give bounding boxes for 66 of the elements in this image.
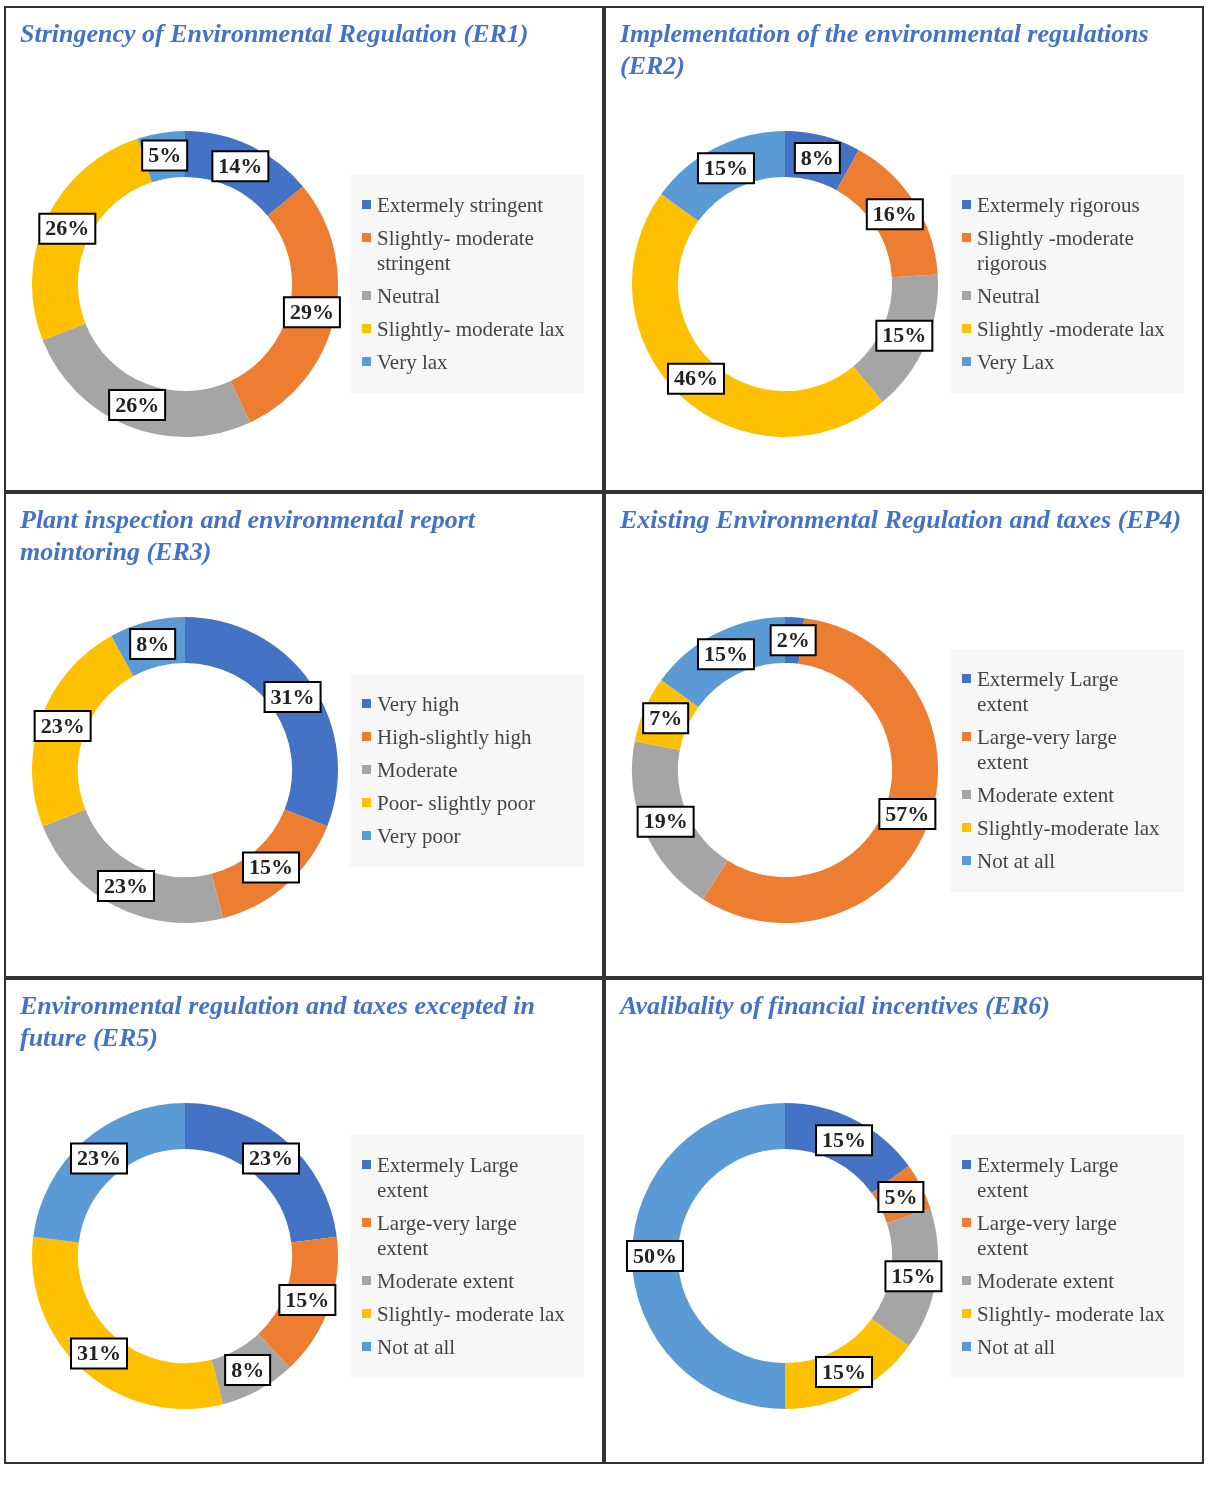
legend-label: Moderate extent <box>977 782 1115 808</box>
chart-title: Stringency of Environmental Regulation (ER1) <box>20 18 530 50</box>
data-label: 23% <box>103 872 148 898</box>
legend-label: Very high <box>377 691 460 717</box>
data-label: 15% <box>822 1358 867 1384</box>
legend-label: Not at all <box>977 848 1056 874</box>
data-label: 50% <box>632 1242 677 1268</box>
data-label: 46% <box>673 365 718 391</box>
legend-label: Large-very large extent <box>977 724 1118 775</box>
data-label: 5% <box>884 1183 918 1209</box>
data-label: 16% <box>872 201 917 226</box>
legend-label: Very Lax <box>977 350 1055 375</box>
legend-label: Neutral <box>377 284 440 309</box>
chart-title: Plant inspection and environmental report mointoring (ER3) <box>20 504 477 568</box>
legend-label: Slightly -moderate lax <box>977 317 1165 342</box>
data-label: 31% <box>270 683 315 709</box>
legend-label: Slightly- moderate stringent <box>377 226 535 276</box>
data-label: 19% <box>643 808 688 834</box>
legend-label: Extermely Large extent <box>377 1152 520 1203</box>
legend-label: Slightly- moderate lax <box>377 1301 565 1327</box>
legend-label: Slightly -moderate rigorous <box>977 226 1135 276</box>
legend-label: Extermely rigorous <box>977 193 1140 218</box>
chart-title: Implementation of the environmental regulations (ER2) <box>620 18 1150 82</box>
data-label: 5% <box>148 142 182 168</box>
legend-label: Extermely Large extent <box>977 666 1120 717</box>
data-label: 8% <box>136 630 170 656</box>
legend-label: Not at all <box>377 1334 456 1360</box>
data-label: 23% <box>249 1145 293 1171</box>
legend-label: Poor- slightly poor <box>377 790 536 816</box>
legend-label: Large-very large extent <box>377 1210 518 1261</box>
legend-label: High-slightly high <box>377 724 532 750</box>
data-label: 14% <box>218 153 263 179</box>
legend-label: Extermely Large extent <box>977 1152 1120 1203</box>
data-label: 15% <box>882 322 927 348</box>
data-label: 26% <box>45 215 90 241</box>
legend-label: Large-very large extent <box>977 1210 1118 1261</box>
data-label: 29% <box>289 299 334 325</box>
data-label: 23% <box>40 712 85 738</box>
chart-title: Avalibality of financial incentives (ER6) <box>620 990 1051 1022</box>
legend-label: Very lax <box>377 350 448 375</box>
legend-label: Neutral <box>977 284 1040 309</box>
data-label: 57% <box>885 800 930 826</box>
data-label: 15% <box>891 1263 936 1289</box>
data-label: 2% <box>776 626 810 652</box>
data-label: 8% <box>231 1356 265 1382</box>
data-label: 15% <box>249 854 293 880</box>
legend-label: Moderate extent <box>377 1268 515 1294</box>
chart-title: Existing Environmental Regulation and taxes (EP4) <box>620 504 1183 536</box>
legend-label: Slightly- moderate lax <box>377 317 565 342</box>
data-label: 15% <box>703 640 748 666</box>
data-label: 15% <box>285 1286 330 1312</box>
legend-label: Slightly- moderate lax <box>977 1301 1165 1327</box>
data-label: 7% <box>649 705 683 731</box>
data-label: 8% <box>800 144 834 170</box>
legend-label: Slightly-moderate lax <box>977 815 1160 841</box>
data-label: 15% <box>703 154 748 180</box>
legend-label: Moderate <box>377 757 458 783</box>
data-label: 31% <box>77 1340 121 1366</box>
chart-title: Environmental regulation and taxes excepted in future (ER5) <box>20 990 536 1054</box>
legend-label: Extermely stringent <box>377 193 544 218</box>
legend-label: Very poor <box>377 823 461 849</box>
legend-label: Moderate extent <box>977 1268 1115 1294</box>
legend-label: Not at all <box>977 1334 1056 1360</box>
data-label: 26% <box>115 391 160 417</box>
data-label: 15% <box>822 1126 867 1152</box>
data-label: 23% <box>77 1145 121 1171</box>
